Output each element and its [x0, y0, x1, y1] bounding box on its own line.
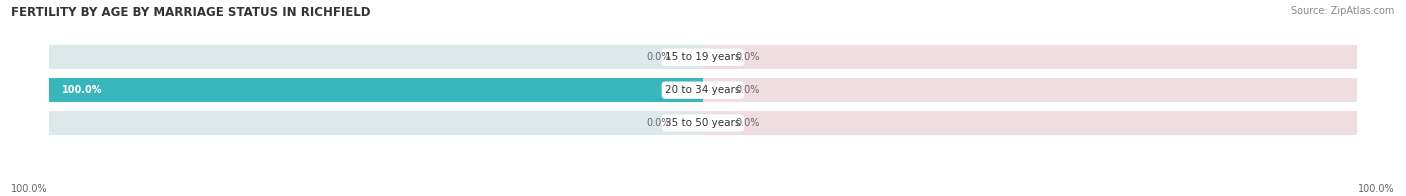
Bar: [49, 78, 703, 102]
Text: 0.0%: 0.0%: [645, 118, 671, 128]
Bar: [703, 78, 1357, 102]
Text: 100.0%: 100.0%: [1358, 184, 1395, 194]
Text: 0.0%: 0.0%: [735, 118, 761, 128]
Text: 0.0%: 0.0%: [645, 52, 671, 62]
Bar: [49, 78, 703, 102]
Bar: [703, 45, 1357, 69]
Text: 35 to 50 years: 35 to 50 years: [665, 118, 741, 128]
Text: 15 to 19 years: 15 to 19 years: [665, 52, 741, 62]
Bar: [49, 45, 703, 69]
Text: 100.0%: 100.0%: [11, 184, 48, 194]
Text: 20 to 34 years: 20 to 34 years: [665, 85, 741, 95]
Bar: [49, 111, 703, 135]
Text: 100.0%: 100.0%: [62, 85, 103, 95]
Text: Source: ZipAtlas.com: Source: ZipAtlas.com: [1291, 6, 1395, 16]
Bar: [703, 111, 1357, 135]
Text: FERTILITY BY AGE BY MARRIAGE STATUS IN RICHFIELD: FERTILITY BY AGE BY MARRIAGE STATUS IN R…: [11, 6, 371, 19]
Text: 0.0%: 0.0%: [735, 85, 761, 95]
Text: 0.0%: 0.0%: [735, 52, 761, 62]
